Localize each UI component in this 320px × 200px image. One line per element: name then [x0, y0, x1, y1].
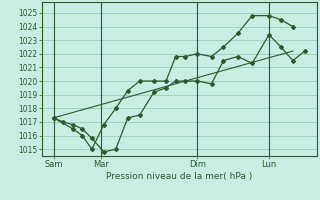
X-axis label: Pression niveau de la mer( hPa ): Pression niveau de la mer( hPa ): [106, 172, 252, 181]
